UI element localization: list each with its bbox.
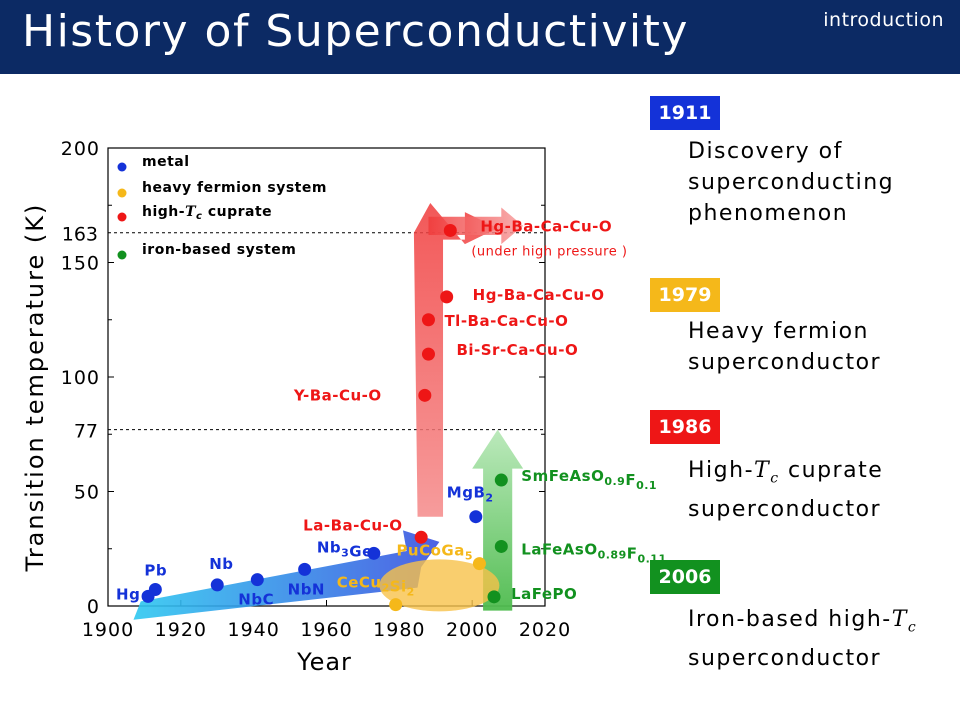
point-label-cuprate: Hg-Ba-Ca-Cu-O xyxy=(480,217,612,235)
year-badge-1911: 1911 xyxy=(650,96,720,130)
x-tick-label: 1920 xyxy=(155,619,207,641)
point-label-metal: MgB2 xyxy=(447,484,494,505)
year-badge-2006: 2006 xyxy=(650,560,720,594)
x-tick-label: 1900 xyxy=(82,619,134,641)
year-badge-1986: 1986 xyxy=(650,410,720,444)
point-label-heavy_fermion: PuCoGa5 xyxy=(396,542,473,563)
y-tick-label: 200 xyxy=(61,138,100,160)
point-cuprate xyxy=(443,223,457,237)
y-ref-label-77: 77 xyxy=(74,421,98,443)
point-metal xyxy=(250,573,264,587)
point-metal xyxy=(298,562,312,576)
section-label: introduction xyxy=(823,9,944,31)
y-axis-title: Transition temperature (K) xyxy=(21,203,49,573)
point-label-cuprate: Bi-Sr-Ca-Cu-O xyxy=(456,341,578,359)
milestone-desc-line: Iron-based high-Tc xyxy=(688,607,918,636)
point-label-heavy_fermion: CeCu2Si2 xyxy=(337,574,415,599)
y-tick-label: 150 xyxy=(61,253,100,275)
milestone-desc-1979: Heavy fermion superconductor xyxy=(688,316,881,378)
point-label-cuprate: Y-Ba-Cu-O xyxy=(293,386,382,404)
milestone-desc-line: High-Tc cuprate xyxy=(688,458,884,487)
legend-marker-iron xyxy=(117,250,127,260)
milestone-desc-1911: Discovery of superconducting phenomenon xyxy=(688,136,894,229)
point-label-metal: Nb xyxy=(209,555,233,573)
legend-label-iron: iron-based system xyxy=(142,242,296,258)
x-tick-label: 1960 xyxy=(300,619,352,641)
point-label-iron: LaFePO xyxy=(511,585,577,603)
milestone-desc-line: Heavy fermion xyxy=(688,319,869,344)
x-tick-label: 1940 xyxy=(227,619,279,641)
point-iron xyxy=(494,539,508,553)
milestone-desc-line: phenomenon xyxy=(688,201,849,226)
point-heavy_fermion xyxy=(389,598,403,612)
legend-marker-cuprate xyxy=(117,212,127,222)
heavy-fermion-region xyxy=(379,559,500,612)
milestone-desc-line: superconductor xyxy=(688,497,882,523)
point-label-metal: Pb xyxy=(144,562,167,580)
x-tick-label: 2000 xyxy=(446,619,498,641)
point-heavy_fermion xyxy=(472,557,486,571)
point-iron xyxy=(494,473,508,487)
legend-marker-heavy_fermion xyxy=(117,188,127,198)
point-metal xyxy=(210,578,224,592)
y-ref-label-163: 163 xyxy=(62,224,98,246)
milestone-desc-line: superconductor xyxy=(688,646,882,672)
point-cuprate xyxy=(421,347,435,361)
point-label-metal: NbC xyxy=(238,591,274,609)
milestone-desc-line: superconducting xyxy=(688,170,895,195)
point-cuprate xyxy=(414,530,428,544)
y-tick-label: 100 xyxy=(61,367,100,389)
x-tick-label: 2020 xyxy=(519,619,571,641)
legend-marker-metal xyxy=(117,162,127,172)
y-tick-label: 50 xyxy=(74,482,100,504)
y-tick-label: 0 xyxy=(87,596,100,618)
x-tick-label: 1980 xyxy=(373,619,425,641)
point-label-iron: LaFeAsO0.89F0.11 xyxy=(521,540,666,565)
metal-trend-arrow xyxy=(133,530,440,620)
point-cuprate xyxy=(440,290,454,304)
point-label-note: (under high pressure ) xyxy=(471,244,627,259)
legend-label-heavy_fermion: heavy fermion system xyxy=(142,180,327,196)
point-label-metal: Hg xyxy=(116,585,140,603)
point-metal xyxy=(148,583,162,597)
point-label-iron: SmFeAsO0.9F0.1 xyxy=(521,467,657,492)
year-badge-1979: 1979 xyxy=(650,278,720,312)
point-iron xyxy=(487,590,501,604)
point-metal xyxy=(367,546,381,560)
milestone-desc-line: Discovery of xyxy=(688,139,843,164)
point-cuprate xyxy=(421,313,435,327)
milestone-desc-line: superconductor xyxy=(688,350,882,375)
page-title: History of Superconductivity xyxy=(22,6,689,57)
point-label-metal: Nb3Ge xyxy=(317,538,373,560)
milestone-desc-1986: High-Tc cuprate superconductor xyxy=(688,455,883,525)
x-axis-title: Year xyxy=(296,648,352,676)
milestone-desc-2006: Iron-based high-Tc superconductor xyxy=(688,604,917,674)
title-bar: History of Superconductivity introductio… xyxy=(0,0,960,74)
point-label-metal: NbN xyxy=(288,580,325,598)
legend-label-metal: metal xyxy=(142,154,190,170)
point-label-cuprate: La-Ba-Cu-O xyxy=(303,516,402,534)
point-metal xyxy=(469,510,483,524)
point-label-cuprate: Tl-Ba-Ca-Cu-O xyxy=(444,312,568,330)
point-cuprate xyxy=(418,388,432,402)
cuprate-trend-arrow xyxy=(413,202,498,517)
point-label-cuprate: Hg-Ba-Ca-Cu-O xyxy=(473,286,605,304)
legend-label-cuprate: high-Tc cuprate xyxy=(142,204,272,222)
